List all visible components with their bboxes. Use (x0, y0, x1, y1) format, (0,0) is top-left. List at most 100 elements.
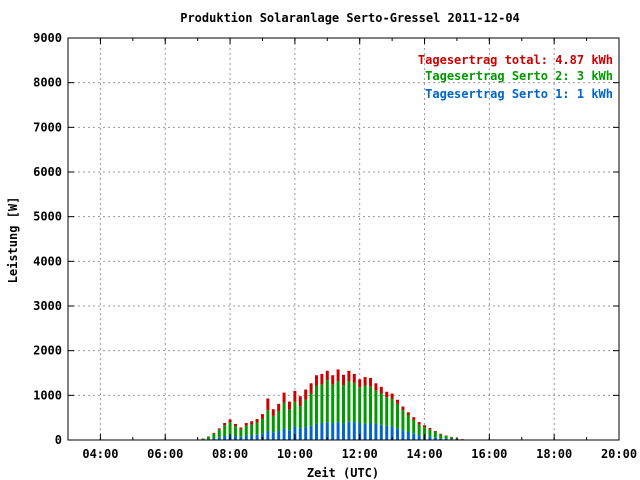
bar-serto-3 (390, 393, 394, 399)
y-tick-label: 5000 (33, 210, 62, 224)
x-tick-label: 08:00 (212, 447, 248, 461)
bar-serto-3 (228, 419, 232, 423)
bar-serto-2 (266, 410, 270, 432)
bar-serto-2 (352, 382, 356, 423)
bar-serto-1 (412, 433, 416, 440)
legend-serto2-label: Tagesertrag Serto 2: (425, 69, 570, 83)
y-tick-label: 9000 (33, 31, 62, 45)
bar-serto-3 (428, 427, 432, 430)
y-tick-label: 6000 (33, 165, 62, 179)
x-tick-label: 10:00 (277, 447, 313, 461)
bar-serto-3 (331, 375, 335, 385)
bar-serto-2 (450, 437, 454, 440)
bar-serto-3 (233, 423, 237, 427)
y-tick-label: 8000 (33, 76, 62, 90)
bar-serto-3 (277, 403, 281, 411)
y-tick-label: 0 (55, 433, 62, 447)
bar-serto-2 (342, 385, 345, 424)
bar-serto-3 (315, 375, 318, 386)
bar-serto-2 (439, 434, 443, 439)
legend-serto2: Tagesertrag Serto 2: 3 kWh (425, 69, 613, 83)
bar-serto-3 (396, 399, 400, 404)
bar-serto-1 (390, 426, 394, 440)
bar-serto-1 (320, 423, 324, 440)
bar-serto-2 (228, 422, 232, 436)
x-tick-label: 20:00 (601, 447, 637, 461)
bar-serto-2 (363, 385, 367, 424)
bar-serto-2 (331, 384, 335, 424)
legend-serto2-value: 3 kWh (577, 69, 613, 83)
bar-serto-3 (309, 383, 313, 394)
x-axis-ticks: 04:00 06:00 08:00 10:00 12:00 14:00 16:00 18:00… (82, 38, 637, 461)
bar-serto-2 (217, 429, 221, 438)
bar-serto-2 (423, 427, 427, 436)
bar-serto-1 (250, 435, 254, 440)
bar-serto-1 (428, 436, 432, 440)
bar-serto-1 (385, 425, 389, 440)
bar-serto-1 (233, 435, 237, 440)
bar-serto-2 (374, 390, 378, 424)
bar-serto-2 (244, 425, 248, 436)
bar-serto-3 (406, 412, 410, 415)
bar-serto-1 (331, 423, 335, 440)
bar-serto-2 (282, 402, 286, 429)
bar-serto-1 (347, 421, 351, 440)
bar-serto-1 (439, 438, 443, 440)
y-tick-label: 3000 (33, 299, 62, 313)
y-tick-label: 2000 (33, 344, 62, 358)
bar-serto-2 (385, 397, 389, 426)
bar-serto-3 (439, 433, 443, 435)
bar-serto-1 (255, 434, 259, 440)
bar-serto-2 (309, 393, 313, 426)
legend: Tagesertrag total: 4.87 kWh Tagesertrag … (418, 53, 613, 101)
bar-serto-1 (342, 423, 345, 440)
bar-serto-3 (320, 373, 324, 385)
bar-series (201, 369, 464, 440)
bar-serto-3 (423, 425, 427, 428)
bar-serto-3 (212, 432, 216, 434)
bar-serto-1 (336, 422, 340, 440)
x-axis-label: Zeit (UTC) (307, 466, 379, 480)
bar-serto-2 (320, 384, 324, 424)
bar-serto-3 (266, 398, 270, 411)
bar-serto-1 (374, 423, 378, 440)
y-axis-label: Leistung [W] (6, 197, 20, 284)
bar-serto-1 (352, 422, 356, 440)
bar-serto-3 (417, 422, 421, 425)
bar-serto-2 (412, 419, 416, 434)
bar-serto-2 (347, 381, 351, 422)
bar-serto-3 (347, 370, 351, 382)
bar-serto-1 (309, 425, 313, 440)
bar-serto-2 (250, 424, 254, 436)
legend-total-label: Tagesertrag total: (418, 53, 548, 67)
bar-serto-2 (298, 406, 302, 429)
x-tick-label: 14:00 (406, 447, 442, 461)
bar-serto-3 (282, 392, 286, 403)
bar-serto-2 (293, 401, 297, 427)
legend-serto1: Tagesertrag Serto 1: 1 kWh (425, 87, 613, 101)
bar-serto-1 (244, 435, 248, 440)
bar-serto-2 (358, 387, 362, 424)
bar-serto-3 (271, 409, 275, 416)
bar-serto-1 (223, 435, 227, 440)
bar-serto-1 (417, 435, 421, 440)
legend-serto1-label: Tagesertrag Serto 1: (425, 87, 570, 101)
bar-serto-2 (401, 410, 405, 431)
bar-serto-1 (239, 436, 243, 440)
legend-total-value: 4.87 kWh (555, 53, 613, 67)
y-tick-label: 1000 (33, 388, 62, 402)
bar-serto-1 (293, 426, 297, 440)
bar-serto-1 (315, 423, 318, 440)
bar-serto-2 (325, 380, 329, 423)
bar-serto-2 (260, 418, 264, 434)
bar-serto-1 (433, 437, 437, 440)
bar-serto-2 (233, 426, 237, 436)
bar-serto-1 (271, 432, 275, 440)
bar-serto-1 (396, 428, 400, 440)
x-tick-label: 04:00 (82, 447, 118, 461)
bar-serto-3 (358, 379, 362, 388)
x-tick-label: 12:00 (342, 447, 378, 461)
bar-serto-3 (363, 377, 367, 386)
bar-serto-1 (401, 430, 405, 440)
